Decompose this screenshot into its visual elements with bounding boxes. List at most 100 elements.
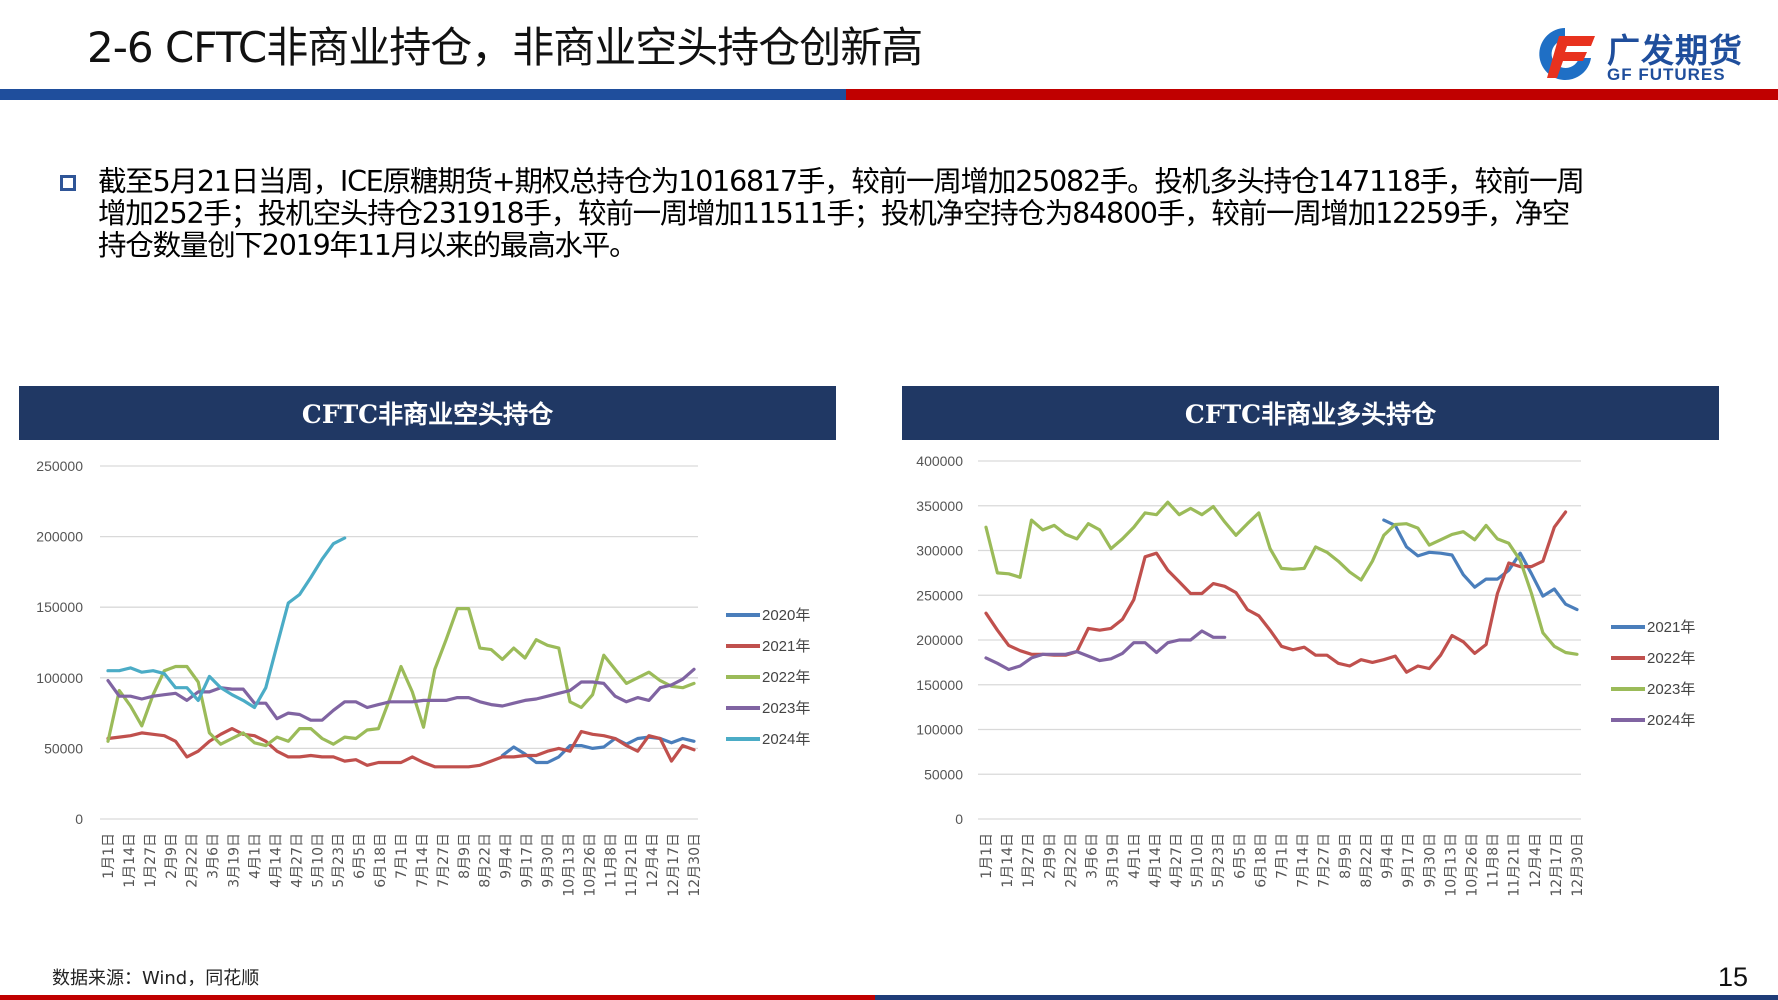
- y-tick-label: 150000: [916, 677, 963, 693]
- x-tick-label: 5月23日: [1211, 833, 1227, 888]
- x-tick-label: 5月23日: [331, 833, 347, 888]
- x-tick-label: 12月30日: [687, 833, 703, 897]
- header-divider-blue: [0, 89, 846, 100]
- legend-label: 2023年: [1647, 681, 1695, 698]
- footer-divider-red: [0, 995, 875, 1000]
- x-tick-label: 1月27日: [1021, 833, 1037, 888]
- x-tick-label: 12月4日: [1528, 833, 1544, 888]
- x-tick-label: 3月19日: [227, 833, 243, 888]
- x-tick-label: 4月1日: [1127, 833, 1143, 879]
- x-tick-label: 7月1日: [394, 833, 410, 879]
- x-tick-label: 9月4日: [1380, 833, 1396, 879]
- short-chart-title: CFTC非商业空头持仓: [19, 386, 836, 440]
- x-tick-label: 6月18日: [373, 833, 389, 888]
- x-tick-label: 11月8日: [1486, 833, 1502, 888]
- y-tick-label: 250000: [916, 587, 963, 603]
- x-tick-label: 5月10日: [1190, 833, 1206, 888]
- x-tick-label: 8月9日: [457, 833, 473, 879]
- x-tick-label: 12月17日: [1549, 833, 1565, 897]
- x-tick-label: 6月5日: [352, 833, 368, 879]
- x-tick-label: 9月30日: [541, 833, 557, 888]
- header-divider-red: [846, 89, 1778, 100]
- x-tick-label: 1月27日: [143, 833, 159, 888]
- legend-label: 2024年: [1647, 712, 1695, 729]
- x-tick-label: 4月27日: [1169, 833, 1185, 888]
- y-tick-label: 0: [75, 811, 83, 827]
- x-tick-label: 6月18日: [1253, 833, 1269, 888]
- series-line-2021: [1382, 518, 1579, 612]
- series-line-2024: [106, 536, 347, 710]
- x-tick-label: 10月13日: [561, 833, 577, 897]
- x-tick-label: 1月1日: [979, 833, 995, 879]
- legend-label: 2023年: [762, 700, 810, 717]
- y-tick-label: 200000: [916, 632, 963, 648]
- gf-futures-logo: 广发期货 GF FUTURES: [1535, 20, 1750, 86]
- page-title: 2-6 CFTC非商业持仓，非商业空头持仓创新高: [87, 23, 923, 72]
- x-tick-label: 8月22日: [1359, 833, 1375, 888]
- long-chart-title: CFTC非商业多头持仓: [902, 386, 1719, 440]
- series-line-2023: [984, 500, 1579, 656]
- y-tick-label: 100000: [916, 722, 963, 738]
- legend-label: 2022年: [762, 669, 810, 686]
- x-tick-label: 11月21日: [624, 833, 640, 897]
- series-line-2021: [106, 727, 696, 769]
- x-tick-label: 4月14日: [268, 833, 284, 888]
- y-tick-label: 350000: [916, 498, 963, 514]
- summary-line: 持仓数量创下2019年11月以来的最高水平。: [98, 229, 638, 262]
- x-tick-label: 1月1日: [101, 833, 117, 879]
- x-tick-label: 11月8日: [603, 833, 619, 888]
- bullet-square-icon: [60, 175, 76, 191]
- x-tick-label: 7月14日: [1296, 833, 1312, 888]
- x-tick-label: 7月14日: [415, 833, 431, 888]
- summary-paragraph: 截至5月21日当周，ICE原糖期货+期权总持仓为1016817手，较前一周增加2…: [98, 166, 1585, 262]
- footer-divider-blue: [875, 995, 1778, 1000]
- x-tick-label: 3月6日: [1085, 833, 1101, 879]
- x-tick-label: 12月30日: [1570, 833, 1586, 897]
- x-tick-label: 9月17日: [520, 833, 536, 888]
- y-tick-label: 250000: [36, 458, 83, 474]
- x-tick-label: 6月5日: [1232, 833, 1248, 879]
- logo-text-en: GF FUTURES: [1607, 65, 1726, 84]
- x-tick-label: 7月27日: [1317, 833, 1333, 888]
- x-tick-label: 10月26日: [582, 833, 598, 897]
- legend-label: 2021年: [1647, 619, 1695, 636]
- data-source: 数据来源：Wind，同花顺: [52, 968, 260, 989]
- x-tick-label: 4月14日: [1148, 833, 1164, 888]
- series-line-2023: [106, 667, 696, 722]
- long-position-chart: 0 50000 100000 150000 200000 250000 300000 3500…: [916, 453, 1695, 897]
- x-tick-label: 3月19日: [1106, 833, 1122, 888]
- x-tick-label: 8月9日: [1338, 833, 1354, 879]
- page-number: 15: [1718, 962, 1749, 992]
- x-tick-label: 4月1日: [248, 833, 264, 879]
- x-tick-label: 11月21日: [1507, 833, 1523, 897]
- y-tick-label: 50000: [924, 766, 963, 782]
- logo-text-cn: 广发期货: [1607, 31, 1743, 70]
- y-tick-label: 0: [955, 811, 963, 827]
- x-tick-label: 2月22日: [185, 833, 201, 888]
- y-tick-label: 150000: [36, 599, 83, 615]
- short-position-chart: 0 50000 100000 150000 200000 250000 1月1日 1月14日 1…: [36, 458, 810, 897]
- x-tick-label: 9月30日: [1422, 833, 1438, 888]
- legend-label: 2022年: [1647, 650, 1695, 667]
- x-tick-label: 1月14日: [1000, 833, 1016, 888]
- legend-label: 2024年: [762, 731, 810, 748]
- x-tick-label: 5月10日: [310, 833, 326, 888]
- series-line-2022: [106, 607, 696, 748]
- x-tick-label: 10月13日: [1443, 833, 1459, 897]
- gf-logo-mark-icon: [1539, 28, 1595, 80]
- x-tick-label: 4月27日: [289, 833, 305, 888]
- y-tick-label: 400000: [916, 453, 963, 469]
- x-tick-label: 9月17日: [1401, 833, 1417, 888]
- x-tick-label: 2月9日: [164, 833, 180, 879]
- legend-label: 2021年: [762, 638, 810, 655]
- x-tick-label: 10月26日: [1464, 833, 1480, 897]
- x-tick-label: 7月1日: [1275, 833, 1291, 879]
- series-line-2022: [984, 510, 1568, 674]
- y-tick-label: 50000: [44, 740, 83, 756]
- x-tick-label: 12月4日: [645, 833, 661, 888]
- series-line-2024: [984, 629, 1227, 672]
- x-tick-label: 8月22日: [478, 833, 494, 888]
- x-tick-label: 3月6日: [206, 833, 222, 879]
- x-tick-label: 1月14日: [122, 833, 138, 888]
- y-tick-label: 200000: [36, 529, 83, 545]
